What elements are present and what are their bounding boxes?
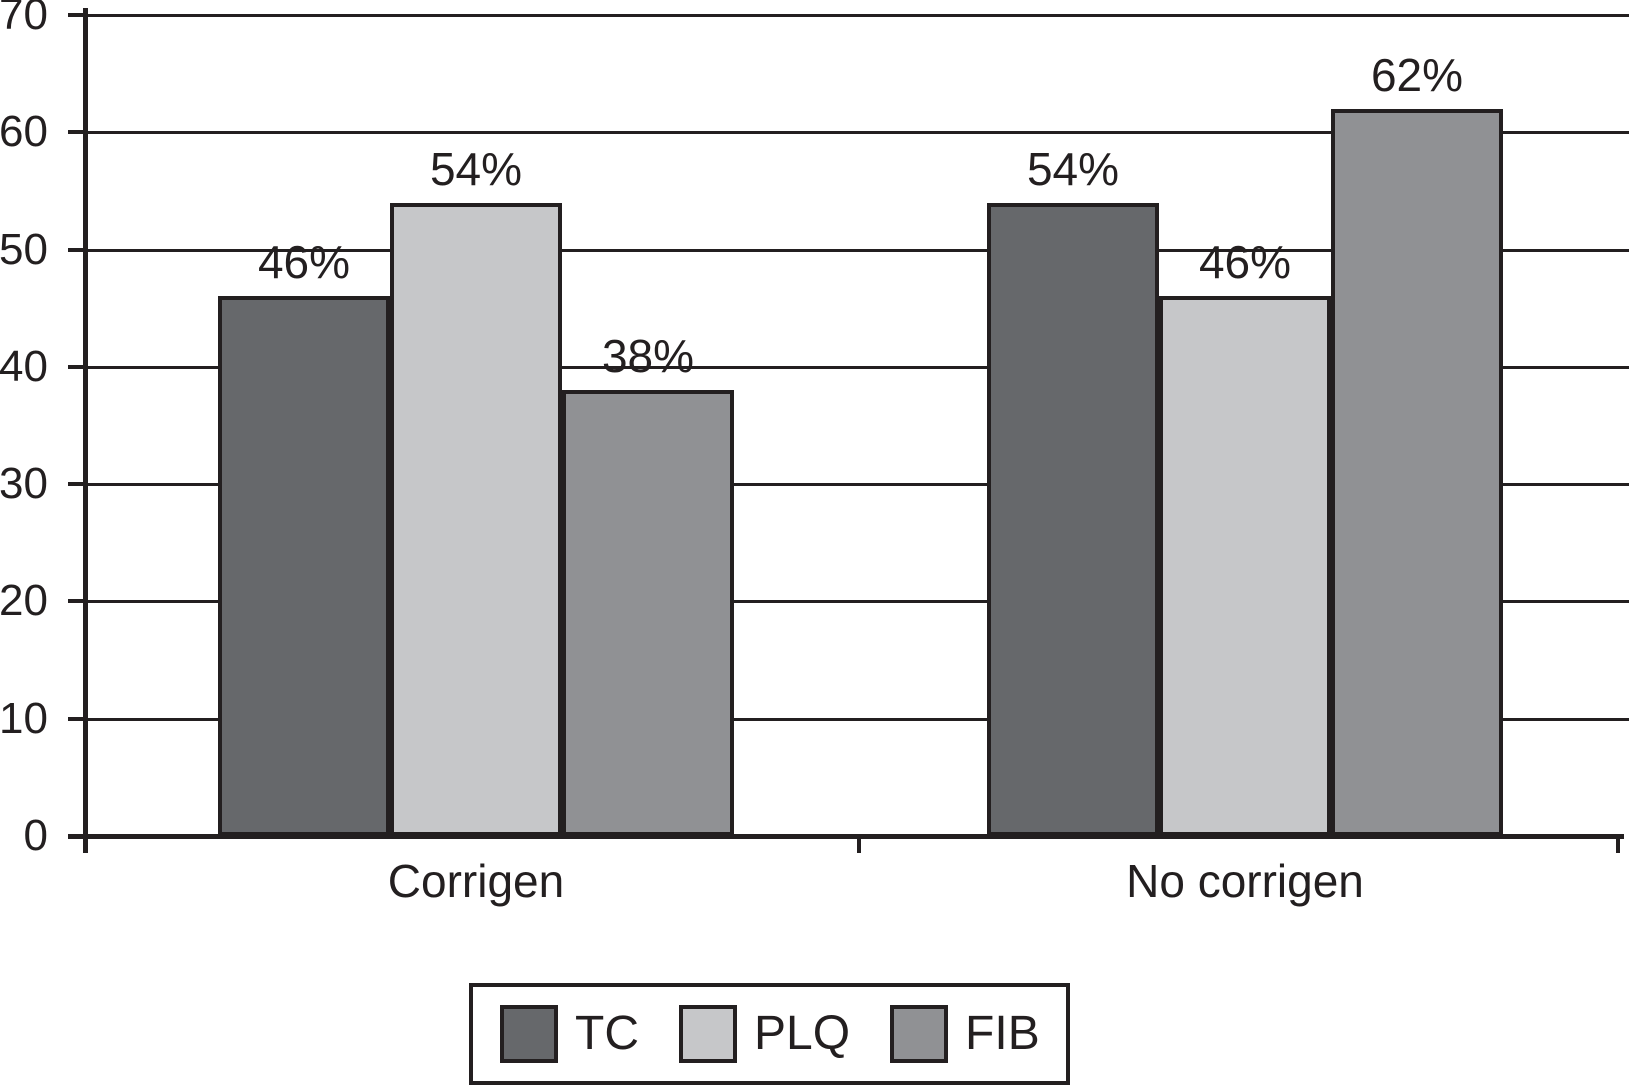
gridline-40 xyxy=(85,365,1629,369)
category-label-0: Corrigen xyxy=(387,855,565,907)
bar-plq-0 xyxy=(390,203,562,836)
bar-value-label-plq-0: 54% xyxy=(429,143,523,195)
legend-label-plq: PLQ xyxy=(753,1007,851,1060)
gridline-20 xyxy=(85,600,1629,604)
legend-item-tc: TC xyxy=(500,1005,639,1063)
plot-area: 46% 54% 38% 54% 46% 62% xyxy=(85,14,1629,836)
y-tick-mark-40 xyxy=(68,364,85,369)
bar-value-label-fib-0: 38% xyxy=(601,330,695,382)
y-tick-label-30: 30 xyxy=(0,459,48,509)
gridline-70 xyxy=(85,14,1629,17)
y-tick-label-70: 70 xyxy=(0,0,48,39)
y-tick-label-0: 0 xyxy=(23,811,48,860)
bar-fib-0 xyxy=(562,390,734,836)
y-tick-mark-50 xyxy=(68,247,85,252)
legend-label-tc: TC xyxy=(575,1007,639,1060)
y-tick-label-60: 60 xyxy=(0,107,48,157)
y-tick-label-40: 40 xyxy=(0,341,48,391)
bar-value-label-tc-1: 54% xyxy=(1026,143,1120,195)
legend-swatch-fib xyxy=(890,1005,949,1063)
y-tick-mark-0 xyxy=(68,834,85,838)
legend-swatch-tc xyxy=(500,1005,558,1063)
y-tick-mark-20 xyxy=(68,599,85,604)
gridline-60 xyxy=(85,131,1629,135)
legend-item-plq: PLQ xyxy=(678,1005,851,1063)
gridline-50 xyxy=(85,248,1629,252)
bar-value-label-plq-1: 46% xyxy=(1198,236,1292,288)
bar-tc-1 xyxy=(987,203,1159,836)
legend-swatch-plq xyxy=(678,1005,737,1063)
y-tick-mark-10 xyxy=(68,716,85,721)
bar-value-label-fib-1: 62% xyxy=(1370,49,1464,101)
y-tick-label-20: 20 xyxy=(0,576,48,626)
x-tick-mark-1 xyxy=(1616,836,1620,853)
y-tick-mark-60 xyxy=(68,130,85,135)
y-tick-mark-70 xyxy=(68,13,85,17)
legend: TC PLQ FIB xyxy=(469,983,1070,1085)
bar-tc-0 xyxy=(218,296,390,836)
bar-value-label-tc-0: 46% xyxy=(257,236,351,288)
x-axis-line xyxy=(68,834,1624,839)
category-label-1: No corrigen xyxy=(1126,855,1364,907)
legend-item-fib: FIB xyxy=(890,1005,1040,1063)
y-tick-label-10: 10 xyxy=(0,693,48,743)
x-tick-mark-0 xyxy=(857,836,861,853)
legend-label-fib: FIB xyxy=(965,1007,1040,1060)
y-axis-line xyxy=(83,8,88,853)
bar-fib-1 xyxy=(1331,109,1503,836)
gridline-10 xyxy=(85,717,1629,721)
y-tick-mark-30 xyxy=(68,482,85,487)
y-tick-label-50: 50 xyxy=(0,224,48,274)
bar-plq-1 xyxy=(1159,296,1331,836)
gridline-30 xyxy=(85,483,1629,487)
